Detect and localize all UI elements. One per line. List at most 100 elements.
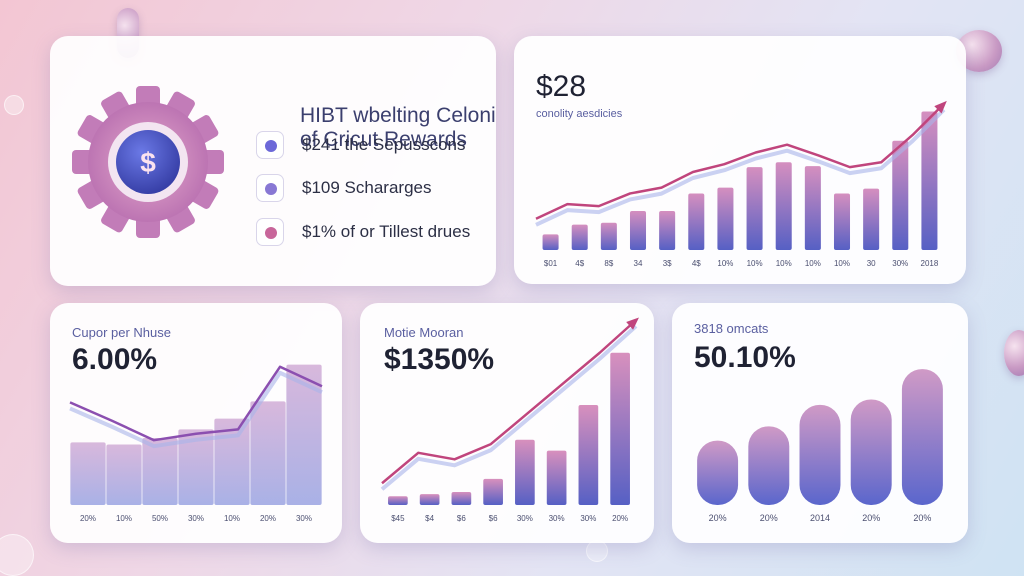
bar <box>863 188 880 250</box>
tick-label: 10% <box>834 259 850 268</box>
bar <box>717 187 734 250</box>
trend-line <box>381 319 637 485</box>
motie-chart: $45 $4 $6 $6 30% 30% 30% 20% <box>380 317 639 523</box>
bar <box>804 166 821 250</box>
trend-line <box>69 365 323 442</box>
bar <box>901 369 943 505</box>
tick-label: 20% <box>612 514 628 523</box>
bar <box>799 404 841 505</box>
bar <box>250 401 286 505</box>
tick-label: 30% <box>517 514 533 523</box>
tick-label: 50% <box>152 514 168 523</box>
chart-title: $28 <box>536 70 587 103</box>
tick-label: 2018 <box>921 259 939 268</box>
reward-dot-icon <box>265 227 277 239</box>
bar <box>178 429 214 505</box>
bar <box>388 496 408 505</box>
bar <box>775 162 792 250</box>
rewards-title: HIBT wbelting Celonis of Cricut Rewards <box>300 104 496 152</box>
tick-label: 10% <box>805 259 821 268</box>
chart-value: $1350% <box>384 343 495 376</box>
tick-label: 30% <box>296 514 312 523</box>
tick-label: 4$ <box>692 259 701 268</box>
bar <box>214 418 250 505</box>
tick-label: 10% <box>717 259 733 268</box>
tick-label: 30% <box>549 514 565 523</box>
omcats-chart: 20% 20% 2014 20% 20% <box>697 369 943 523</box>
bar <box>746 167 763 250</box>
bar <box>542 234 559 250</box>
bar <box>629 211 647 250</box>
tick-label: 10% <box>224 514 240 523</box>
bar <box>483 478 503 505</box>
trend-line-shadow <box>535 108 946 227</box>
tick-label: 20% <box>862 513 880 523</box>
bar <box>571 224 588 250</box>
reward-item-label: $1% of or Tillest drues <box>302 222 471 241</box>
tick-label: $45 <box>391 514 405 523</box>
bar <box>419 494 440 505</box>
reward-item-2[interactable]: $109 Schararges <box>256 174 486 204</box>
bar <box>515 439 535 505</box>
trend-arrow-icon <box>934 100 947 114</box>
bar <box>600 222 617 250</box>
revenue-chart: $01 4$ 8$ 34 3$ 4$ 10% 10% 10% 10% 10% 30 30% 2018 <box>535 100 947 268</box>
bar <box>451 491 472 505</box>
reward-dot-icon <box>265 140 277 152</box>
tick-label: 20% <box>913 513 931 523</box>
bar <box>610 352 630 505</box>
bar <box>70 442 106 505</box>
bar <box>142 438 178 505</box>
chart-title: Cupor per Nhuse <box>72 325 171 340</box>
reward-dot-icon <box>265 183 277 195</box>
rewards-title-line1: HIBT wbelting Celonis <box>300 104 496 127</box>
tick-label: $01 <box>544 259 558 268</box>
bubble-bottom-left <box>0 534 34 576</box>
bar <box>833 193 851 250</box>
tick-label: 3$ <box>663 259 672 268</box>
dollar-gear-icon: $ <box>72 86 224 238</box>
tick-label: $6 <box>457 514 466 523</box>
tick-label: $4 <box>425 514 434 523</box>
tick-label: 10% <box>116 514 132 523</box>
reward-item-label: $109 Schararges <box>302 178 432 197</box>
motie-chart-card: Motie Mooran $1350% $45 $4 $6 $6 30% 30% 30% 20… <box>360 303 654 543</box>
tick-label: 20% <box>709 513 727 523</box>
bar <box>688 193 705 250</box>
bar <box>748 426 790 505</box>
reward-checkbox[interactable] <box>256 131 284 159</box>
rewards-title-line2: of Cricut Rewards <box>300 128 467 151</box>
tick-label: 30% <box>580 514 596 523</box>
bar <box>921 111 938 250</box>
tick-label: 30 <box>867 259 876 268</box>
revenue-chart-card: $28 conolity aesdicies $01 4$ 8$ 34 3$ 4$ 10% 1… <box>514 36 966 284</box>
floating-coin-edge <box>1004 330 1024 376</box>
trend-line <box>535 102 945 220</box>
tick-label: 30% <box>892 259 908 268</box>
reward-item-1[interactable]: $241 the Sepusscons <box>256 131 486 161</box>
tick-label: 20% <box>760 513 778 523</box>
bar <box>892 140 909 250</box>
reward-checkbox[interactable] <box>256 218 284 246</box>
cupor-chart: 20% 10% 50% 30% 10% 20% 30% <box>69 364 323 523</box>
reward-item-3[interactable]: $1% of or Tillest drues <box>256 218 486 248</box>
tick-label: 30% <box>188 514 204 523</box>
chart-value: 50.10% <box>694 341 796 374</box>
bubble-bottom <box>586 540 608 562</box>
chart-title: Motie Mooran <box>384 325 464 340</box>
cupor-chart-card: Cupor per Nhuse 6.00% 20% 10% 50% 30% 10% 20%… <box>50 303 342 543</box>
trend-line-shadow <box>380 324 638 491</box>
reward-item-label: $241 the Sepusscons <box>302 135 466 154</box>
chart-subtitle: conolity aesdicies <box>536 108 623 120</box>
tick-label: $6 <box>489 514 498 523</box>
tick-label: 34 <box>634 259 643 268</box>
bar <box>578 404 599 505</box>
bar <box>850 399 892 505</box>
rewards-card: $ HIBT wbelting Celonis of Cricut Reward… <box>50 36 496 286</box>
tick-label: 10% <box>747 259 763 268</box>
tick-label: 2014 <box>810 513 830 523</box>
reward-checkbox[interactable] <box>256 174 284 202</box>
bar <box>546 450 567 505</box>
svg-text:$: $ <box>140 147 156 178</box>
trend-arrow-icon <box>626 317 639 330</box>
